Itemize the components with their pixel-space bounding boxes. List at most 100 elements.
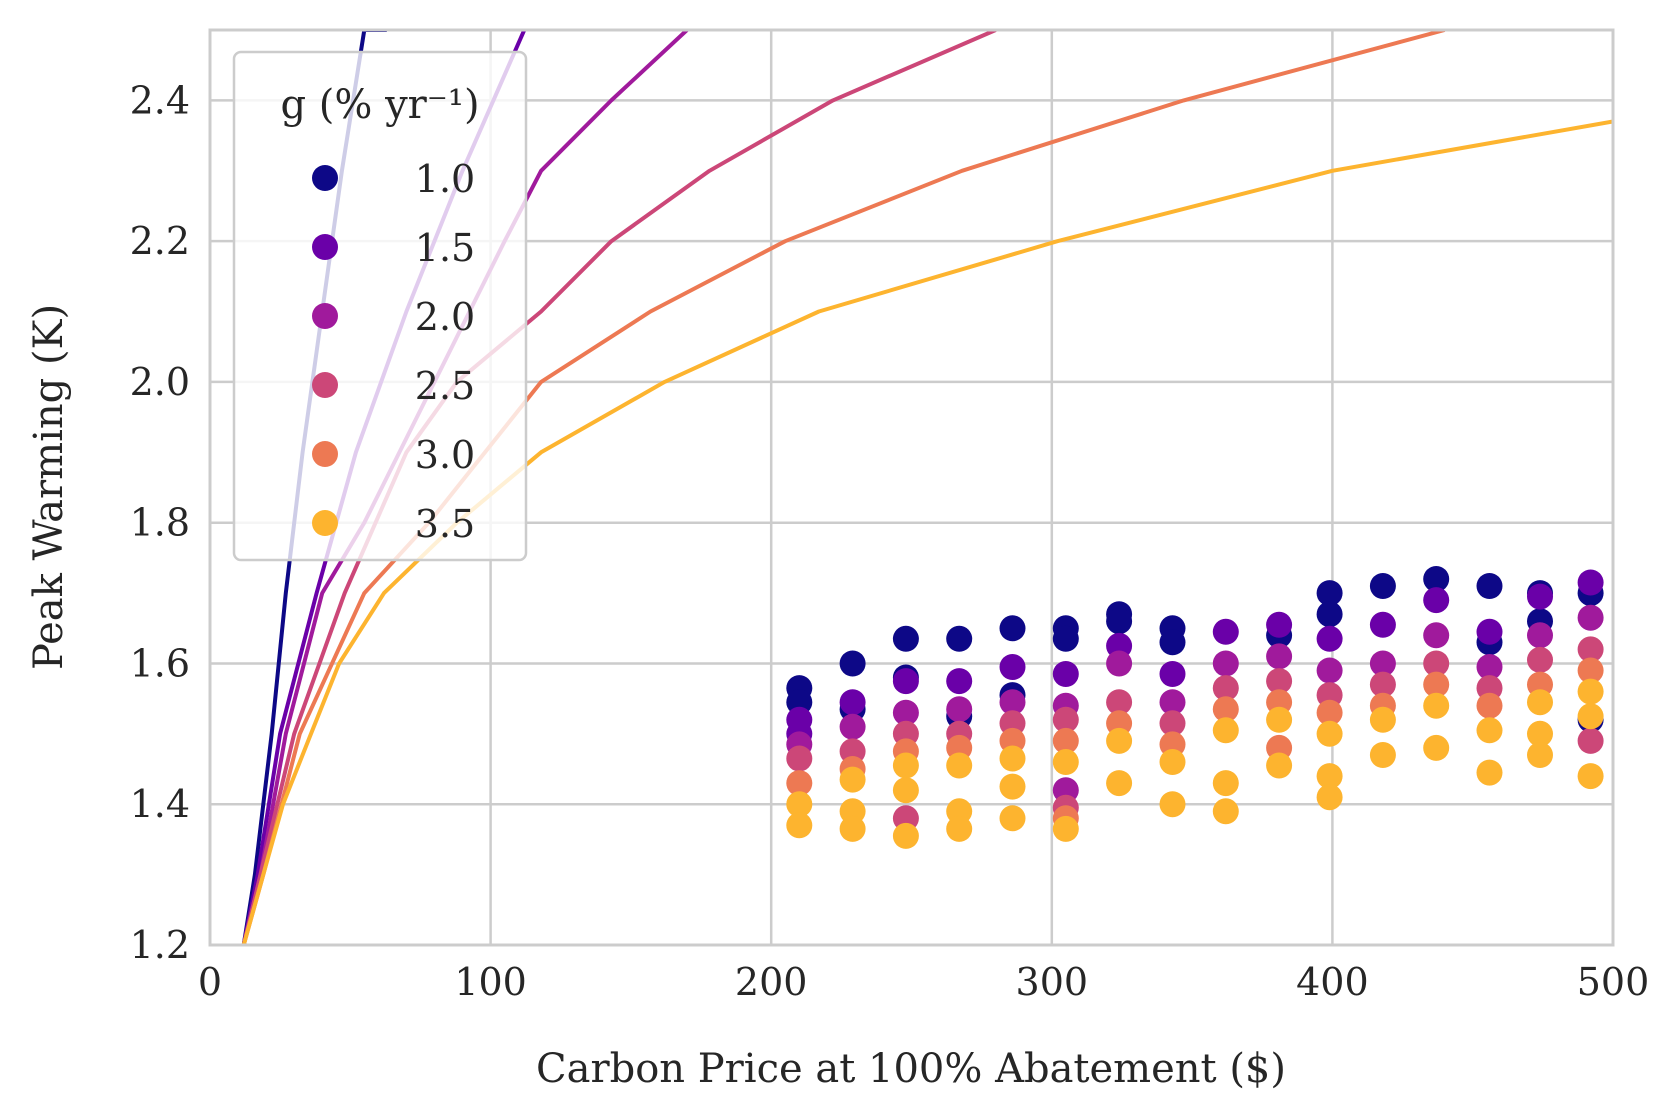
- legend-marker-1.0: [312, 165, 338, 191]
- scatter-point-3.5: [1369, 742, 1396, 768]
- series-line-3.0: [241, 30, 1446, 945]
- legend-entries: 1.0 1.5 2.0 2.5 3.0 3.5: [312, 157, 475, 546]
- legend: g (% yr⁻¹) 1.0 1.5 2.0 2.5 3.0 3.5: [232, 50, 528, 562]
- scatter-point-3.0: [1476, 692, 1503, 719]
- scatter-point-1.0: [1316, 601, 1343, 628]
- scatter-point-2.0: [1369, 650, 1396, 677]
- scatter-point-3.5: [1212, 770, 1239, 797]
- scatter-point-3.5: [1159, 791, 1186, 818]
- legend-marker-1.5: [312, 234, 338, 260]
- scatter-point-2.0: [946, 696, 973, 723]
- scatter-point-2.0: [1577, 604, 1604, 631]
- x-axis-ticks: 0 100 200 300 400 500: [198, 960, 1649, 1004]
- scatter-point-3.0: [1212, 696, 1239, 723]
- scatter-point-2.0: [1527, 622, 1553, 649]
- scatter-point-1.5: [999, 654, 1026, 680]
- scatter-point-1.5: [1527, 583, 1553, 610]
- scatter-point-3.5: [1476, 759, 1503, 786]
- y-tick-label: 1.6: [130, 641, 190, 685]
- scatter-point-1.5: [1052, 661, 1079, 687]
- scatter-point-2.5: [1052, 706, 1079, 733]
- scatter-point-3.5: [1052, 749, 1079, 775]
- x-tick-label: 500: [1577, 960, 1650, 1004]
- scatter-point-2.5: [1212, 675, 1239, 702]
- legend-marker-2.5: [312, 372, 338, 398]
- scatter-point-1.5: [1577, 569, 1604, 596]
- plot-frame: [208, 28, 1615, 947]
- scatter-point-2.5: [1369, 671, 1396, 698]
- scatter-point-3.5: [1316, 763, 1343, 790]
- scatter-point-3.5: [1212, 798, 1239, 825]
- scatter-point-3.5: [1266, 752, 1293, 779]
- scatter-point-3.5: [946, 752, 973, 779]
- legend-title: g (% yr⁻¹): [280, 82, 479, 128]
- x-axis-label: Carbon Price at 100% Abatement ($): [536, 1046, 1286, 1092]
- scatter-point-3.5: [1052, 815, 1079, 842]
- scatter-point-1.5: [892, 668, 919, 695]
- scatter-point-1.5: [1212, 618, 1239, 645]
- scatter-point-2.0: [1106, 650, 1133, 677]
- scatter-point-1.0: [1106, 608, 1133, 635]
- scatter-point-3.5: [1527, 742, 1553, 768]
- scatter-point-1.5: [839, 689, 866, 716]
- scatter-point-2.0: [839, 713, 866, 740]
- legend-marker-2.0: [312, 303, 338, 329]
- scatter-point-1.0: [1052, 625, 1079, 652]
- legend-box: [232, 50, 528, 562]
- scatter-point-2.0: [1159, 689, 1186, 716]
- scatter-point-1.5: [1159, 661, 1186, 687]
- legend-marker-3.5: [312, 510, 338, 536]
- scatter-point-3.5: [999, 773, 1026, 800]
- scatter-point-1.0: [1159, 629, 1186, 656]
- scatter-point-2.5: [786, 745, 813, 772]
- scatter-point-3.5: [1476, 717, 1503, 744]
- scatter-point-1.0: [1369, 573, 1396, 599]
- scatter-point-3.0: [1423, 671, 1450, 698]
- x-tick-label: 0: [198, 960, 222, 1004]
- legend-label-3.5: 3.5: [415, 502, 475, 546]
- scatter-point-3.5: [1527, 689, 1553, 716]
- scatter-point-3.0: [786, 770, 813, 797]
- scatter-point-1.5: [1423, 587, 1450, 614]
- scatter-point-2.0: [1316, 657, 1343, 684]
- scatter-point-1.5: [1316, 625, 1343, 652]
- y-tick-label: 1.2: [130, 923, 190, 967]
- scatter-point-3.5: [1159, 749, 1186, 775]
- y-axis-label: Peak Warming (K): [26, 304, 72, 670]
- scatter-point-3.5: [999, 745, 1026, 772]
- legend-label-1.0: 1.0: [415, 157, 475, 201]
- scatter-point-3.5: [1106, 727, 1133, 754]
- scatter-point-3.5: [1316, 784, 1343, 811]
- scatter-point-3.5: [1577, 678, 1604, 705]
- scatter-point-3.5: [892, 752, 919, 779]
- scatter-point-3.5: [1577, 703, 1604, 730]
- y-tick-label: 2.4: [130, 78, 190, 122]
- scatter-point-1.5: [1476, 618, 1503, 645]
- scatter-point-3.5: [1577, 763, 1604, 790]
- scatter-point-3.5: [786, 812, 813, 839]
- scatter-point-2.5: [1159, 710, 1186, 737]
- scatter-point-2.5: [1423, 650, 1450, 677]
- scatter-point-2.5: [1527, 646, 1553, 673]
- legend-label-2.0: 2.0: [415, 295, 475, 339]
- scatter-point-3.5: [1212, 717, 1239, 744]
- x-tick-label: 100: [454, 960, 527, 1004]
- scatter-point-3.0: [1316, 699, 1343, 726]
- scatter-point-2.0: [1266, 643, 1293, 670]
- scatter-point-1.0: [1476, 573, 1503, 599]
- scatter-points: [786, 566, 1604, 849]
- scatter-point-3.5: [999, 805, 1026, 832]
- scatter-point-3.5: [1527, 720, 1553, 747]
- scatter-point-3.5: [786, 791, 813, 818]
- scatter-point-1.0: [839, 650, 866, 677]
- scatter-point-3.5: [1316, 720, 1343, 747]
- y-axis-ticks: 1.2 1.4 1.6 1.8 2.0 2.2 2.4: [130, 78, 190, 967]
- scatter-point-1.5: [946, 668, 973, 695]
- y-tick-label: 1.4: [130, 782, 190, 826]
- scatter-point-2.5: [1266, 668, 1293, 695]
- legend-marker-3.0: [312, 441, 338, 467]
- scatter-point-3.5: [946, 815, 973, 842]
- scatter-point-3.5: [1106, 770, 1133, 797]
- scatter-point-3.5: [1423, 692, 1450, 719]
